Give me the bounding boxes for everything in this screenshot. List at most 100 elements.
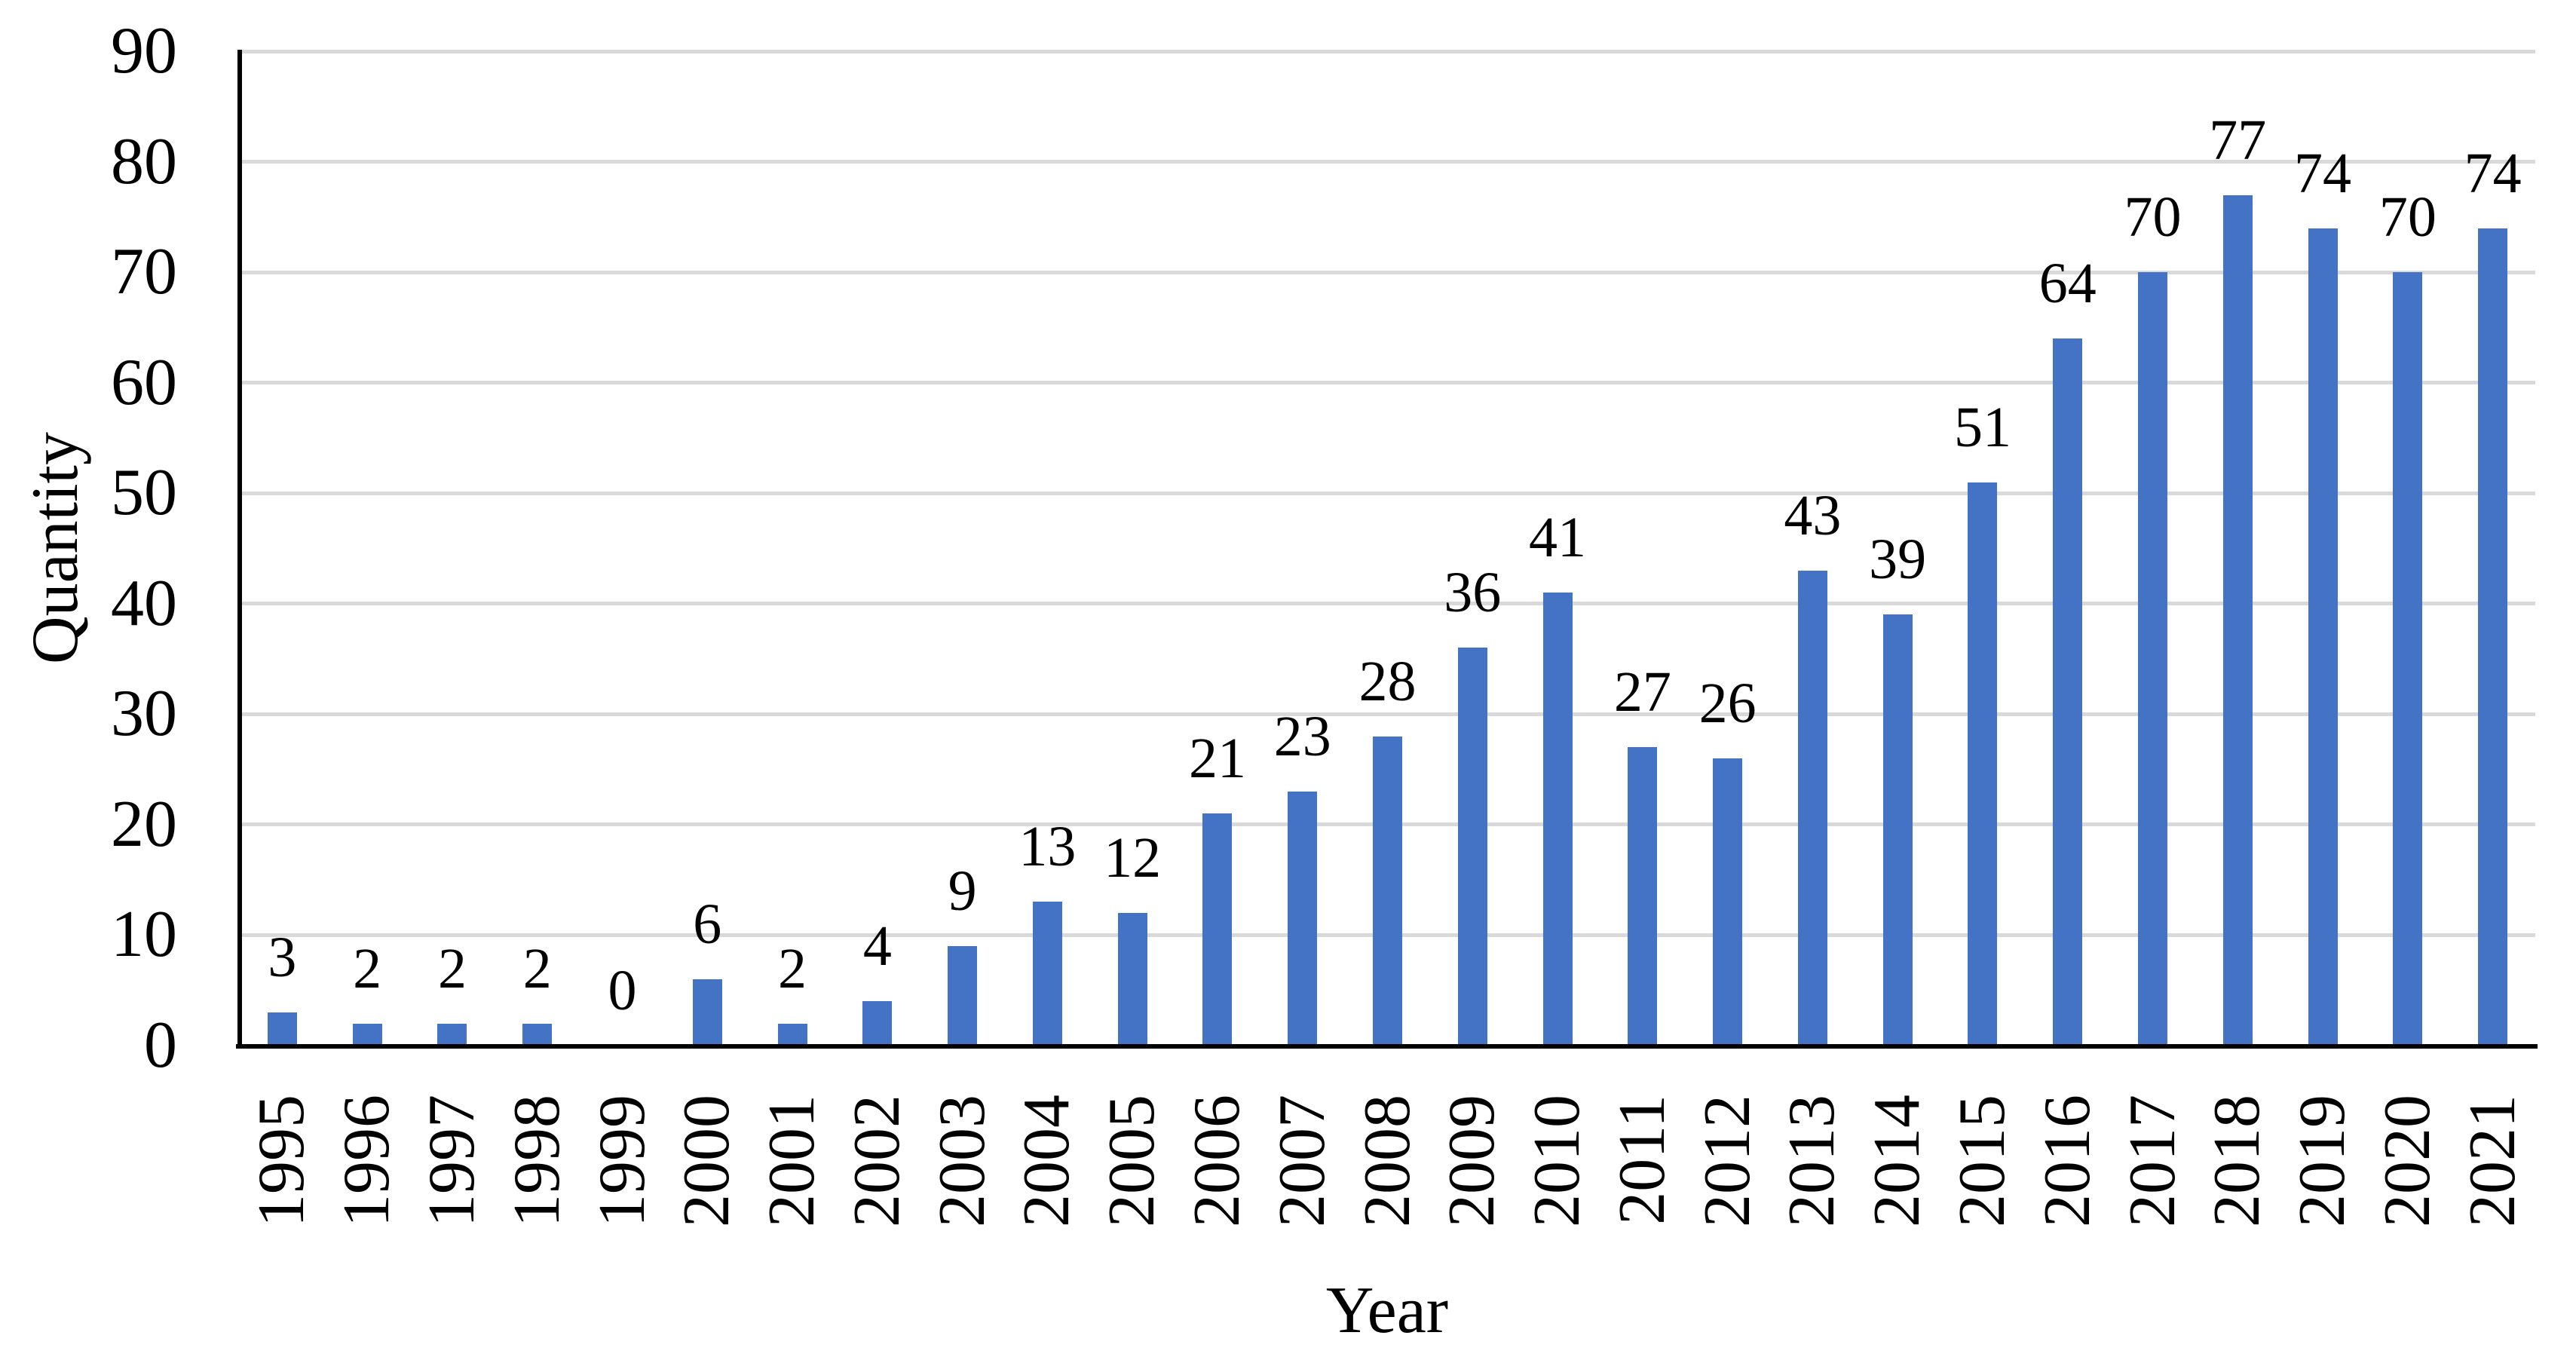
bar-value-label: 4 xyxy=(862,914,892,979)
bar xyxy=(2393,272,2423,1046)
bar-value-label: 9 xyxy=(948,859,977,923)
y-tick-label: 10 xyxy=(111,898,177,972)
bar xyxy=(1542,593,1573,1046)
bar-value-label: 2 xyxy=(353,936,382,1000)
y-tick-label: 30 xyxy=(111,677,177,751)
bar-value-label: 64 xyxy=(2038,252,2097,316)
bar xyxy=(1202,813,1233,1046)
bar-value-label: 28 xyxy=(1358,649,1417,713)
bar xyxy=(1457,648,1487,1046)
bar xyxy=(437,1023,467,1046)
x-tick-label: 2020 xyxy=(2370,1095,2444,1227)
bar xyxy=(1373,736,1402,1046)
x-tick-label: 2012 xyxy=(1690,1095,1764,1227)
bar-value-label: 51 xyxy=(1953,395,2011,459)
bar-value-label: 2 xyxy=(522,936,552,1000)
x-tick-label: 2002 xyxy=(840,1095,914,1227)
bar xyxy=(1032,902,1062,1046)
bar-value-label: 70 xyxy=(2378,185,2437,250)
bar-value-label: 6 xyxy=(693,893,722,957)
bar xyxy=(2308,228,2338,1046)
bar xyxy=(522,1023,553,1046)
x-tick-label: 2007 xyxy=(1265,1095,1339,1227)
x-tick-label: 2003 xyxy=(925,1095,999,1227)
x-axis-line xyxy=(236,1044,2538,1049)
x-tick-label: 2001 xyxy=(755,1095,829,1227)
y-axis-line xyxy=(237,50,242,1049)
x-tick-label: 2016 xyxy=(2030,1095,2104,1227)
bar xyxy=(352,1023,382,1046)
bar-value-label: 39 xyxy=(1869,528,1927,592)
bar-value-label: 13 xyxy=(1018,815,1077,879)
bar-value-label: 3 xyxy=(268,926,297,990)
bar-value-label: 70 xyxy=(2124,185,2182,250)
x-tick-label: 2010 xyxy=(1521,1095,1594,1227)
x-tick-label: 2019 xyxy=(2286,1095,2360,1227)
bar xyxy=(948,946,978,1046)
bar xyxy=(2053,338,2083,1046)
bar xyxy=(1628,747,1658,1046)
gridline xyxy=(240,491,2535,495)
gridline xyxy=(240,160,2535,164)
bar-value-label: 26 xyxy=(1698,671,1757,735)
x-axis-title: Year xyxy=(1325,1274,1449,1347)
bar xyxy=(862,1001,893,1046)
bar xyxy=(2222,194,2253,1046)
y-tick-label: 80 xyxy=(111,124,177,198)
bar xyxy=(777,1023,807,1046)
bar xyxy=(1713,758,1743,1046)
x-tick-label: 2006 xyxy=(1180,1095,1254,1227)
x-tick-label: 1999 xyxy=(585,1095,659,1227)
gridline xyxy=(240,381,2535,385)
x-tick-label: 2004 xyxy=(1010,1095,1084,1227)
bar-value-label: 74 xyxy=(2464,141,2522,205)
y-tick-label: 90 xyxy=(111,14,177,87)
bar xyxy=(1117,913,1147,1046)
bar-value-label: 21 xyxy=(1188,727,1246,791)
bar-value-label: 23 xyxy=(1273,704,1331,768)
x-tick-label: 2009 xyxy=(1435,1095,1509,1227)
x-tick-label: 2014 xyxy=(1861,1095,1934,1227)
bar-value-label: 36 xyxy=(1444,561,1502,625)
x-tick-label: 1997 xyxy=(415,1095,489,1227)
bar-value-label: 12 xyxy=(1104,826,1162,890)
x-tick-label: 2005 xyxy=(1095,1095,1169,1227)
bar-value-label: 41 xyxy=(1529,506,1587,570)
bar-value-label: 77 xyxy=(2209,108,2267,172)
bar-value-label: 0 xyxy=(608,959,637,1022)
y-tick-label: 50 xyxy=(111,456,177,530)
bar-value-label: 43 xyxy=(1784,483,1842,547)
bar xyxy=(1288,791,1318,1046)
y-tick-label: 0 xyxy=(144,1009,177,1082)
bar xyxy=(2138,272,2167,1046)
x-tick-label: 2008 xyxy=(1350,1095,1424,1227)
y-tick-label: 70 xyxy=(111,235,177,309)
bar-value-label: 2 xyxy=(778,936,807,1000)
x-tick-label: 1996 xyxy=(330,1095,404,1227)
x-tick-label: 1998 xyxy=(500,1095,574,1227)
plot-area: 3 2 2 2 0 6 2 4 9 13 12 21 23 28 36 41 27 26 43 39 51 64 70 77 7… xyxy=(240,49,2535,1046)
gridline xyxy=(240,270,2535,274)
y-tick-label: 60 xyxy=(111,345,177,419)
gridline xyxy=(240,49,2535,54)
bar xyxy=(1797,570,1827,1046)
x-tick-label: 2017 xyxy=(2115,1095,2189,1227)
bar xyxy=(1882,614,1913,1046)
bar-value-label: 27 xyxy=(1613,660,1671,724)
x-tick-label: 2018 xyxy=(2201,1095,2274,1227)
bar xyxy=(1968,482,1998,1046)
bar xyxy=(692,979,722,1046)
gridline xyxy=(240,602,2535,606)
bar xyxy=(2478,228,2508,1046)
gridline xyxy=(240,712,2535,716)
x-tick-label: 1995 xyxy=(245,1095,319,1227)
x-tick-label: 2015 xyxy=(1945,1095,2019,1227)
bar-value-label: 74 xyxy=(2294,141,2352,205)
x-tick-label: 2013 xyxy=(1775,1095,1849,1227)
y-tick-label: 20 xyxy=(111,787,177,861)
x-tick-label: 2011 xyxy=(1605,1095,1679,1225)
bar xyxy=(267,1012,297,1046)
bar-value-label: 2 xyxy=(437,936,467,1000)
x-tick-label: 2021 xyxy=(2455,1095,2529,1227)
